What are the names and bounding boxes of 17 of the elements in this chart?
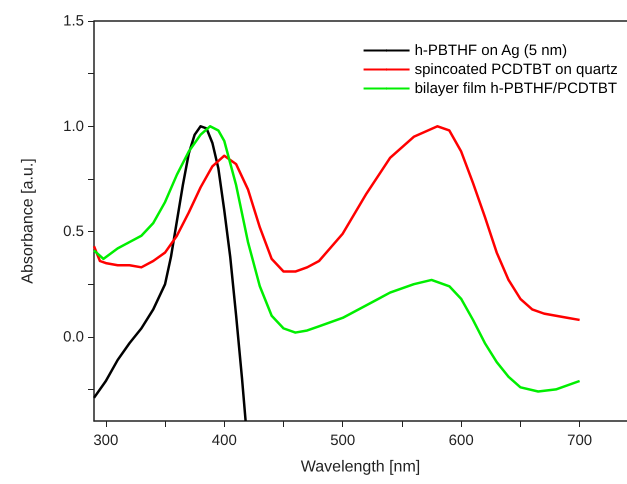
legend-label: spincoated PCDTBT on quartz [414, 61, 618, 78]
y-tick-label: 1.5 [63, 12, 84, 30]
x-tick-label: 500 [330, 432, 356, 449]
legend-label: bilayer film h-PBTHF/PCDTBT [414, 80, 618, 97]
x-tick-label: 600 [448, 432, 474, 449]
line-series [92, 125, 247, 422]
y-axis-title: Absorbance [a.u.] [20, 158, 36, 284]
text: 1.0 [63, 118, 84, 135]
y-tick-label: 0.5 [63, 223, 84, 240]
x-tick-label: 400 [212, 432, 237, 449]
legend-label: h-PBTHF on Ag (5 nm) [414, 42, 568, 59]
line-series [92, 125, 581, 393]
line-series [92, 125, 581, 322]
text: 0.0 [63, 328, 84, 346]
x-tick-label: 300 [93, 432, 118, 449]
x-tick-label: 700 [567, 432, 592, 449]
x-axis-title: Wavelength [nm] [300, 458, 420, 476]
